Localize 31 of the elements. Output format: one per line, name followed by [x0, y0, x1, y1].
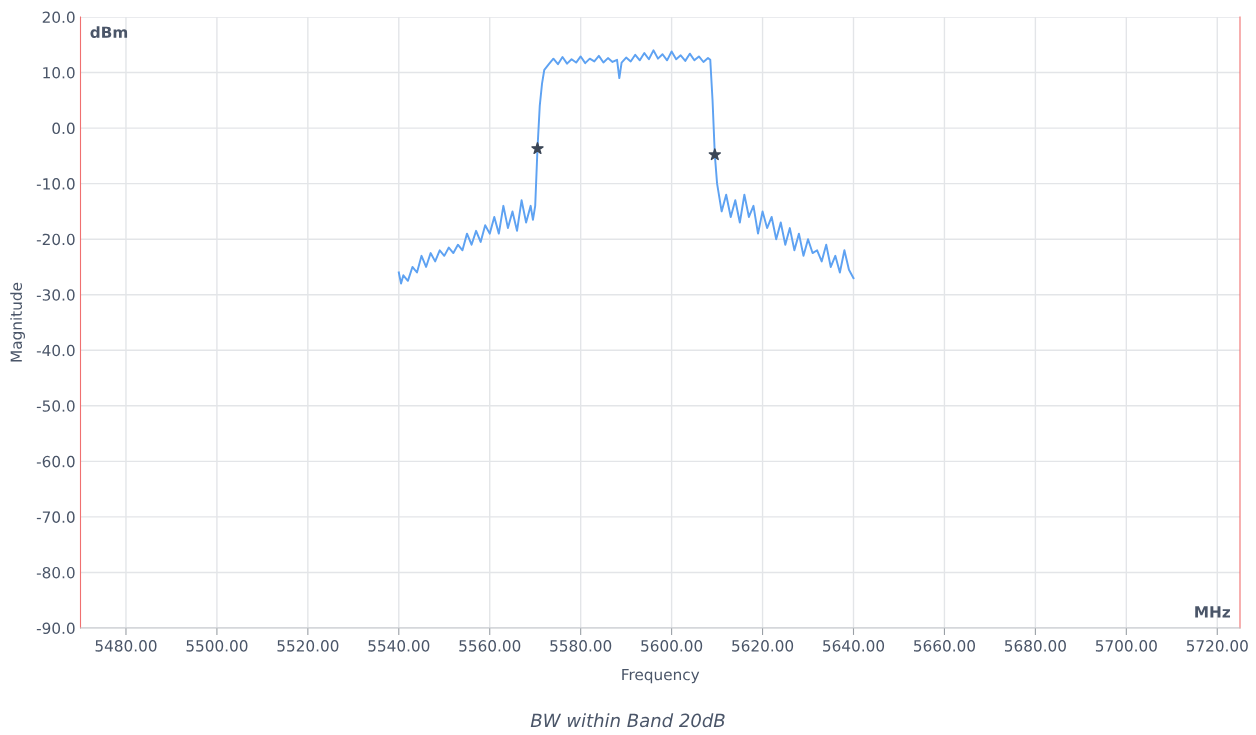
line-series: [397, 49, 855, 285]
x-tick-label: 5520.00: [277, 640, 339, 652]
y-tick-label: -80.0: [36, 566, 75, 579]
y-tick-label: -30.0: [36, 289, 75, 301]
y-tick-label: -50.0: [36, 400, 75, 412]
x-tick-label: 5700.00: [1095, 640, 1157, 652]
x-tick-label: 5600.00: [641, 640, 703, 652]
x-tick-label: 5640.00: [823, 640, 885, 652]
y-tick-label: -90.0: [36, 622, 75, 635]
x-tick-label: 5480.00: [95, 640, 157, 652]
y-tick-label: -40.0: [36, 344, 75, 357]
y-tick-label: -60.0: [36, 455, 75, 468]
x-tick-label: 5720.00: [1186, 640, 1248, 652]
y-tick-label: -20.0: [36, 233, 75, 246]
text: BW within Band 20dB: [530, 713, 725, 728]
y-axis-title: Magnitude: [10, 282, 25, 362]
x-tick-label: 5500.00: [186, 640, 248, 652]
x-tick-label: 5660.00: [914, 640, 976, 652]
x-tick-label: 5580.00: [550, 640, 612, 652]
y-tick-label: 0.0: [52, 122, 75, 135]
x-axis-title: Frequency: [622, 668, 700, 684]
annotation: MHz: [1195, 606, 1230, 618]
x-tick-label: 5620.00: [732, 640, 794, 652]
y-tick-label: -70.0: [36, 511, 75, 523]
x-tick-label: 5540.00: [368, 640, 430, 652]
annotation: dBm: [90, 26, 128, 38]
x-tick-label: 5560.00: [459, 640, 521, 652]
y-tick-label: -10.0: [36, 178, 75, 190]
y-tick-label: 10.0: [43, 67, 75, 79]
x-tick-label: 5680.00: [1004, 640, 1066, 652]
y-tick-label: 20.0: [42, 11, 75, 24]
